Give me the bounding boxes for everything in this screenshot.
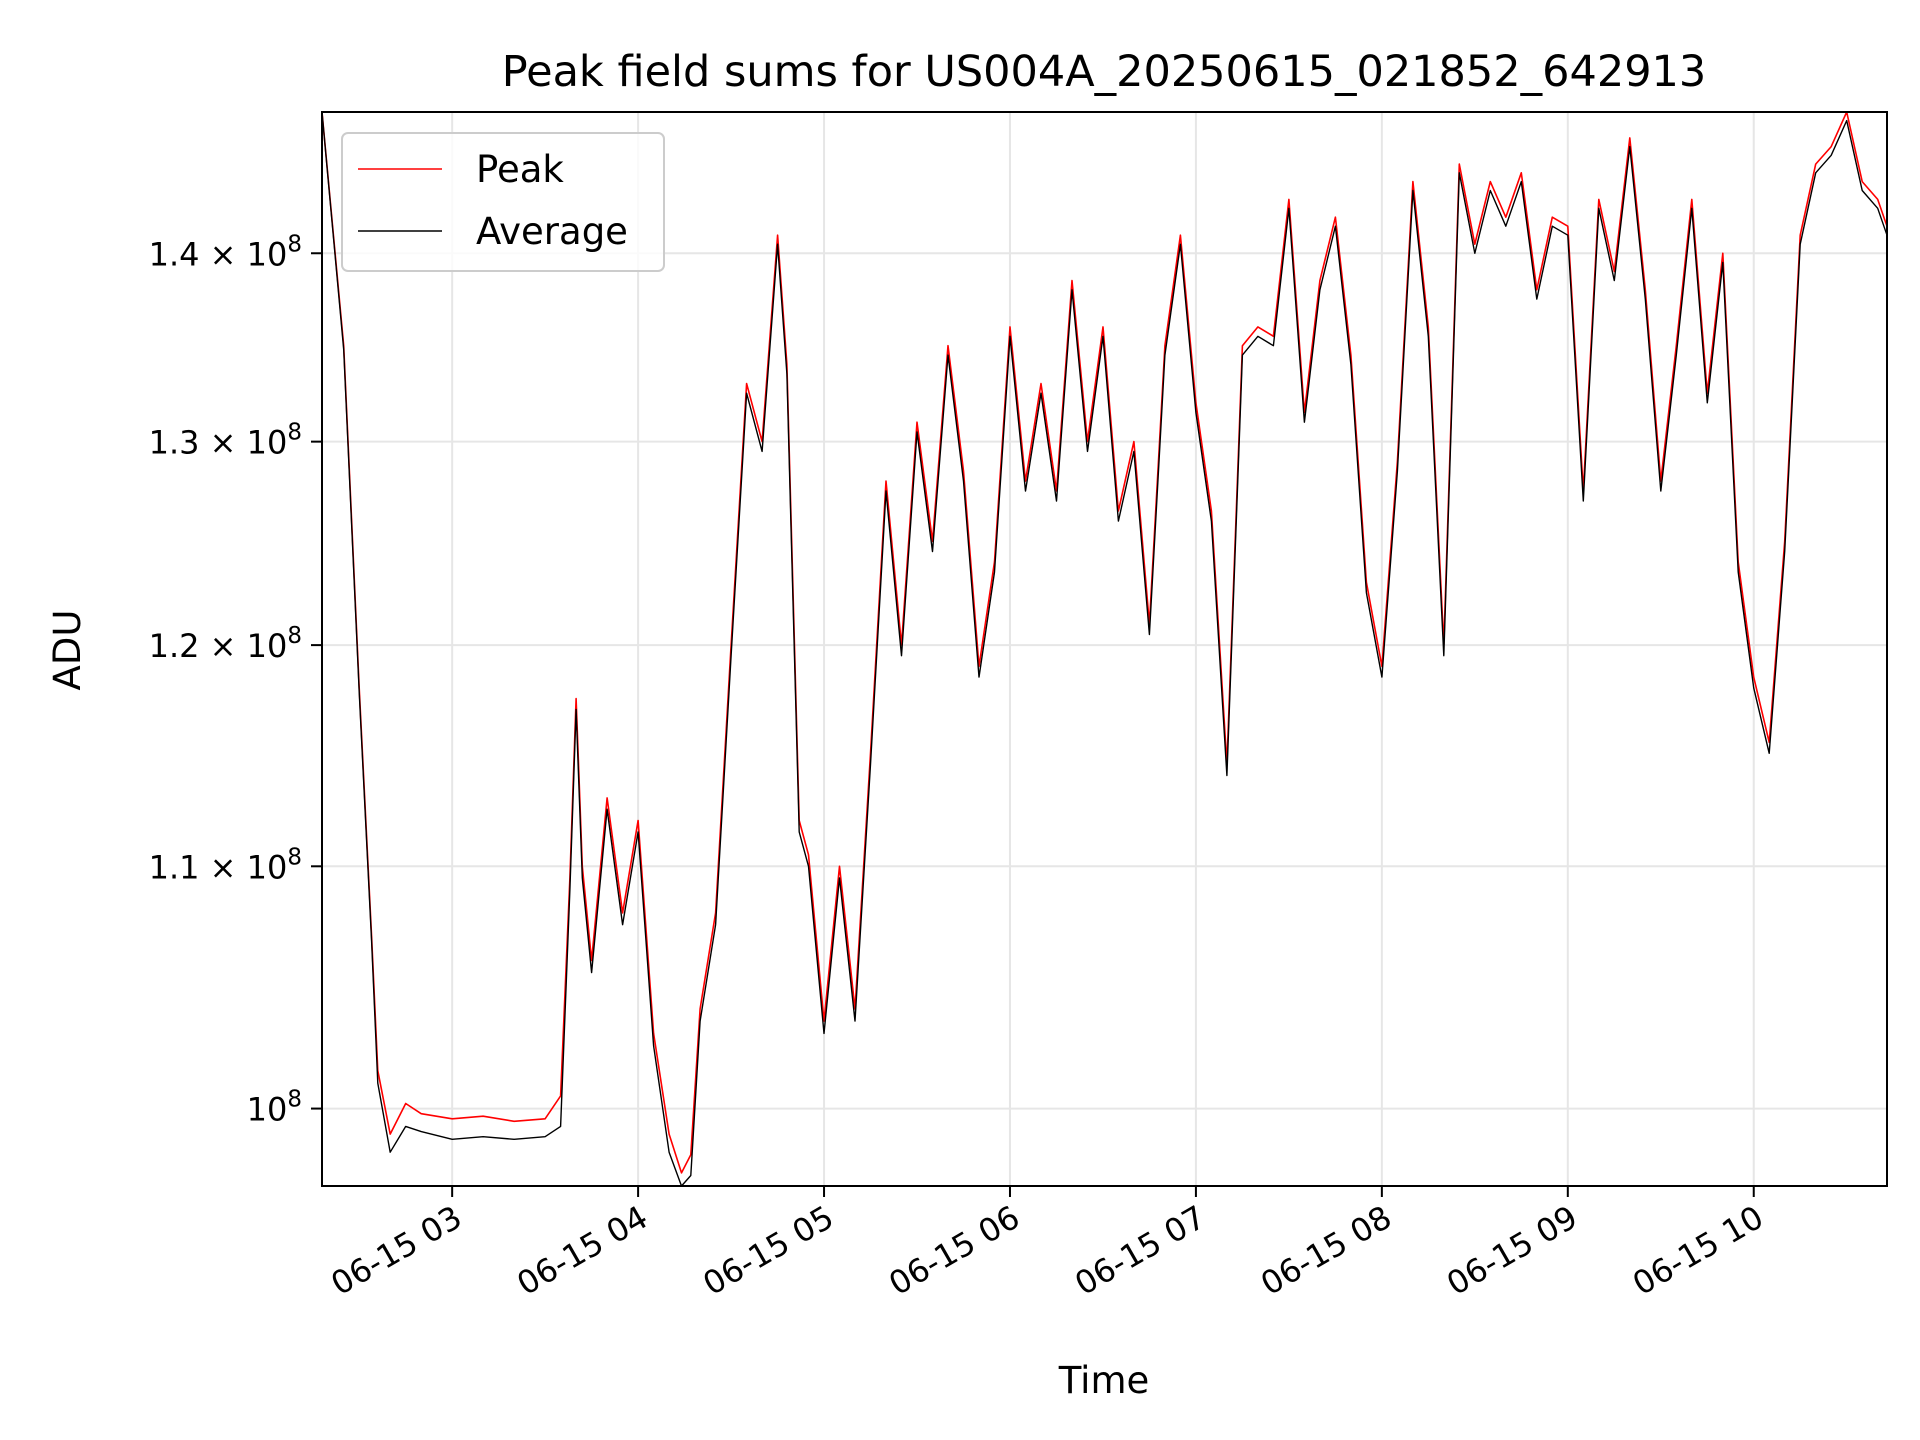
y-tick-label: 1.1 × 108 [149, 844, 302, 886]
y-tick-base: 10 [247, 848, 288, 886]
y-tick-base: 10 [247, 235, 288, 273]
chart-title: Peak field sums for US004A_20250615_0218… [502, 47, 1707, 97]
y-tick-times: × [199, 424, 246, 462]
grid [322, 112, 1887, 1186]
y-tick-exponent: 8 [287, 231, 302, 257]
y-tick-base: 10 [247, 627, 288, 665]
y-tick-label: 1.4 × 108 [149, 231, 302, 273]
legend-label-peak: Peak [476, 148, 564, 191]
y-tick-base: 10 [247, 1091, 288, 1129]
series-layer [321, 111, 1888, 1187]
series-line-average [321, 111, 1888, 1187]
legend: Peak Average [341, 132, 665, 272]
series-line-peak [321, 111, 1888, 1174]
y-tick-mantissa: 1.3 [149, 424, 200, 462]
y-tick-times: × [199, 235, 246, 273]
x-axis-label: Time [1058, 1359, 1150, 1402]
y-tick-label: 1.3 × 108 [149, 420, 302, 462]
y-tick-exponent: 8 [287, 844, 302, 870]
y-tick-exponent: 8 [287, 1087, 302, 1113]
y-tick-mantissa: 1.1 [149, 848, 200, 886]
y-tick-exponent: 8 [287, 623, 302, 649]
y-tick-times: × [199, 627, 246, 665]
y-tick-exponent: 8 [287, 420, 302, 446]
legend-label-average: Average [476, 210, 628, 253]
y-tick-mantissa: 1.2 [149, 627, 200, 665]
y-tick-label: 1.2 × 108 [149, 623, 302, 665]
y-tick-times: × [199, 848, 246, 886]
y-tick-mantissa: 1.4 [149, 235, 200, 273]
y-axis-label: ADU [46, 610, 89, 691]
plot-frame [321, 111, 1888, 1187]
legend-box [341, 132, 665, 272]
y-tick-base: 10 [247, 424, 288, 462]
y-tick-label: 108 [247, 1087, 302, 1129]
